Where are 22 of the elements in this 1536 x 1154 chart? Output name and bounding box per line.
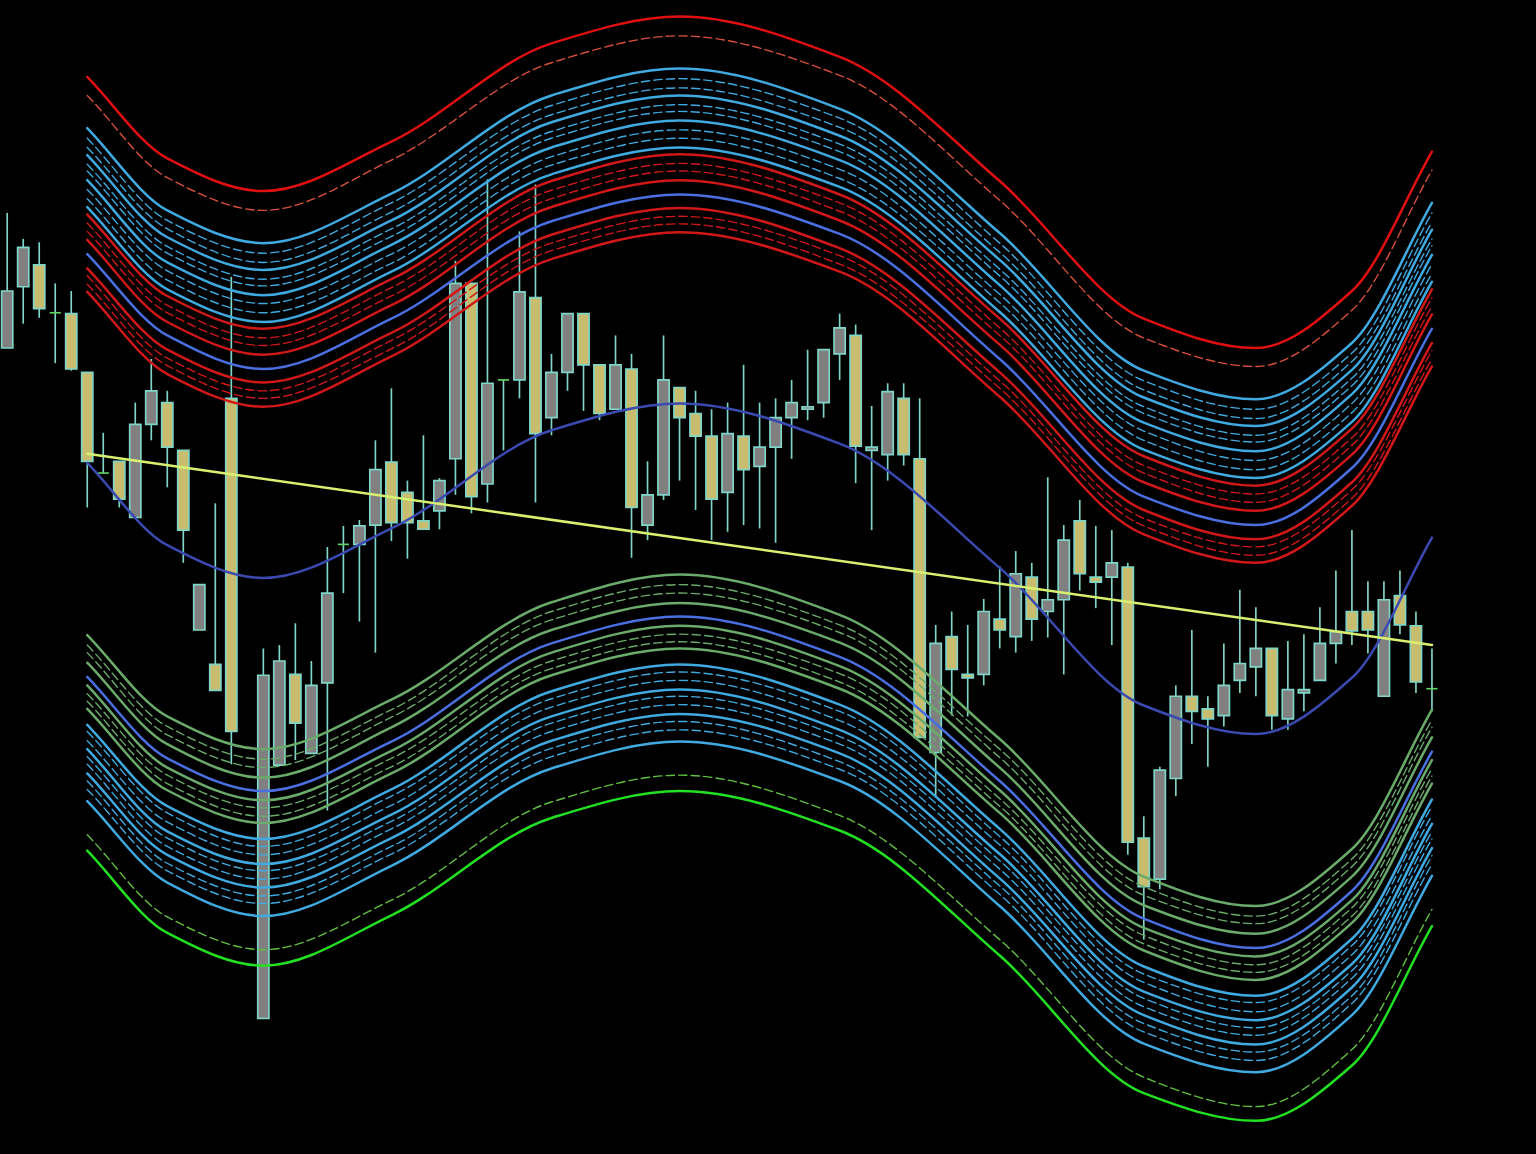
candlestick [961,624,975,718]
candlestick [1089,525,1103,609]
candlestick [753,401,767,530]
candlestick [352,519,366,623]
candlestick [1233,588,1247,694]
candlestick [1185,629,1199,745]
candlestick [416,434,430,531]
candlestick [801,348,815,422]
candlestick [1201,695,1215,768]
candlestick [993,565,1007,650]
candlestick [96,431,110,474]
candlestick [1105,529,1119,646]
candlestick [1345,529,1359,646]
candlestick [1361,580,1375,655]
candlestick [785,379,799,460]
candlestick [1297,633,1311,713]
candlestick [1249,606,1263,698]
candlestick [1041,476,1055,639]
candlestick [497,379,510,452]
candlestick [48,282,62,364]
candlestick [865,405,879,531]
candlestick [689,389,703,511]
